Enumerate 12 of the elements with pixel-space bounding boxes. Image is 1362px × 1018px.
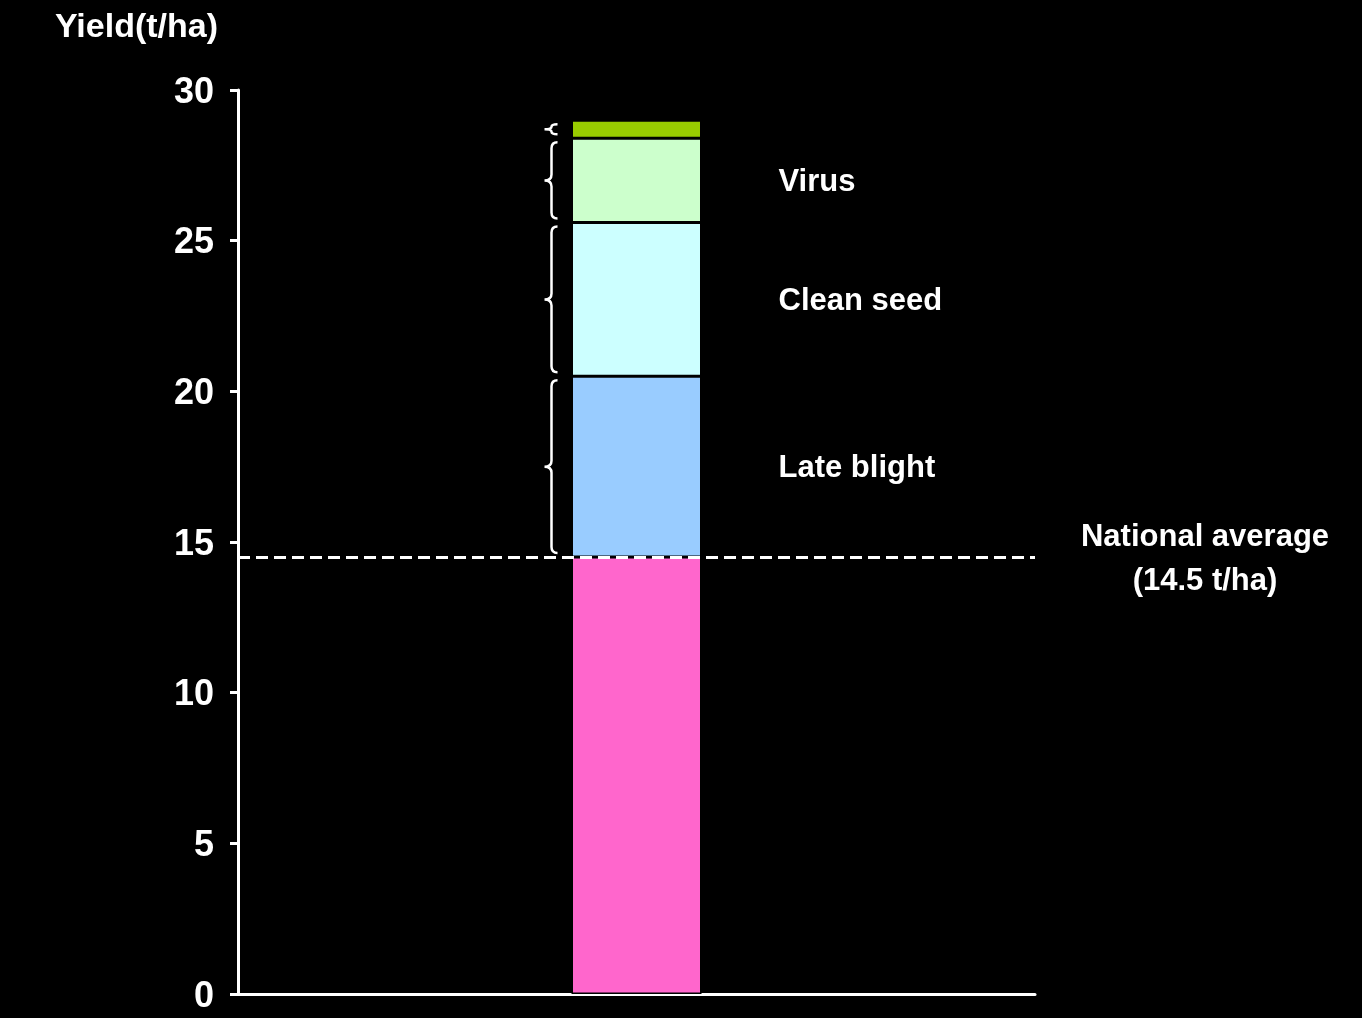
y-tick-label: 5 <box>193 822 214 864</box>
text: Virus <box>778 162 856 198</box>
y-tick-label: 30 <box>173 69 214 111</box>
y-tick-label: 20 <box>173 370 214 412</box>
text: Late blight <box>778 449 936 485</box>
y-axis-title: Yield(t/ha) <box>54 6 218 44</box>
y-tick-label: 10 <box>173 672 214 714</box>
text: Clean seed <box>778 281 943 317</box>
y-tick-label: 15 <box>173 521 214 563</box>
y-tick-label: 0 <box>193 973 214 1015</box>
ref-line-label: National average (14.5 t/ha) <box>1080 517 1330 597</box>
y-tick-label: 25 <box>173 220 214 262</box>
